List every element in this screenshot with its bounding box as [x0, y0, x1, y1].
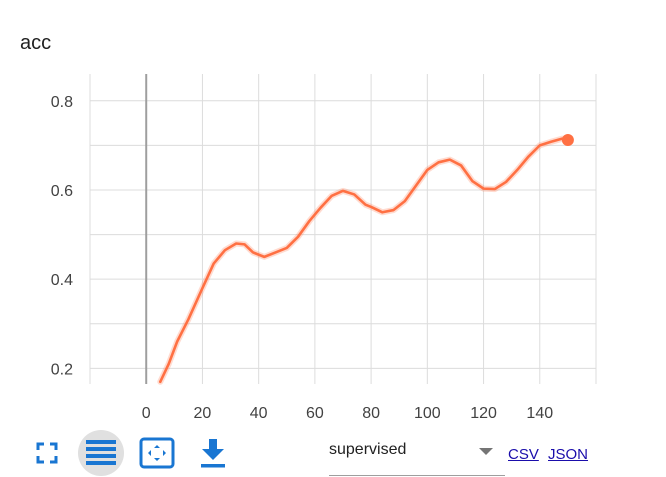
- y-tick-label: 0.2: [51, 361, 73, 378]
- y-tick-label: 0.8: [51, 94, 73, 111]
- download-button[interactable]: [190, 430, 236, 476]
- x-tick-label: 80: [362, 405, 380, 422]
- x-tick-label: 120: [470, 405, 497, 422]
- chart-title: acc: [20, 32, 52, 54]
- chart-toolbar: supervised CSV JSON: [24, 430, 644, 476]
- grid-layer: [89, 74, 597, 384]
- x-tick-label: 0: [142, 405, 151, 422]
- x-tick-label: 40: [250, 405, 268, 422]
- log-scale-button[interactable]: [78, 430, 124, 476]
- series-line: [158, 137, 570, 384]
- csv-link[interactable]: CSV: [508, 446, 539, 463]
- y-tick-label: 0.4: [51, 272, 73, 289]
- x-tick-label: 20: [194, 405, 212, 422]
- fullscreen-button[interactable]: [24, 430, 70, 476]
- run-select-value: supervised: [329, 441, 407, 458]
- fit-to-data-button[interactable]: [134, 430, 180, 476]
- tick-label-layer: 0 20 40 60 80 100 120 140 0.2 0.4 0.6 0.8: [51, 94, 553, 422]
- series-raw-line: [157, 135, 571, 385]
- run-select[interactable]: supervised: [329, 430, 505, 476]
- chevron-down-icon: [479, 448, 493, 455]
- json-link[interactable]: JSON: [548, 446, 589, 463]
- acc-chart: 0 20 40 60 80 100 120 140 0.2 0.4 0.6 0.8: [51, 74, 597, 422]
- x-tick-label: 100: [414, 405, 441, 422]
- fullscreen-icon: [36, 442, 58, 464]
- list-lines-icon: [86, 440, 116, 465]
- fit-to-data-icon: [139, 437, 175, 469]
- x-tick-label: 60: [306, 405, 324, 422]
- download-icon: [201, 439, 225, 468]
- x-tick-label: 140: [526, 405, 553, 422]
- y-tick-label: 0.6: [51, 183, 73, 200]
- series-layer: [157, 134, 574, 385]
- series-end-point: [561, 134, 574, 147]
